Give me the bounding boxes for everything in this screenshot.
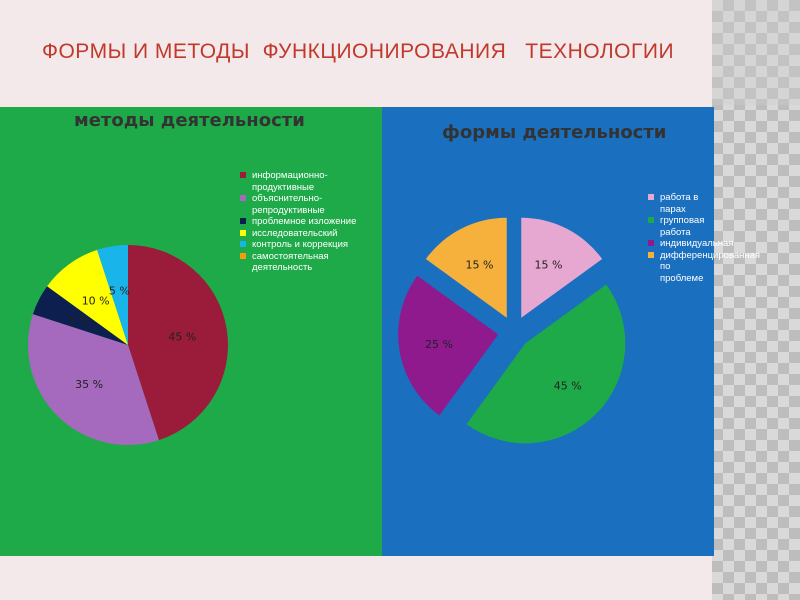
legend-item: групповая работа (648, 215, 712, 238)
legend-swatch (648, 251, 654, 258)
pie-slice (398, 275, 499, 416)
legend-item: объяснительно-репродуктивные (240, 193, 358, 216)
pie-data-label: 45 % (554, 380, 582, 393)
pie-slice (32, 286, 128, 345)
pie-data-label: 45 % (168, 330, 196, 343)
legend-item: индивидуальная (648, 238, 733, 250)
legend-item: исследовательский (240, 228, 358, 240)
legend-swatch (240, 229, 246, 236)
legend-label: исследовательский (252, 227, 338, 239)
legend-swatch (648, 217, 654, 223)
pie-data-label: 25 % (425, 338, 453, 351)
pie-data-label: 5 % (109, 285, 130, 298)
pie-slice (47, 249, 129, 345)
pie-slice (97, 245, 128, 345)
pie-data-label: 15 % (466, 258, 494, 271)
legend-label: групповая работа (660, 215, 705, 238)
decorative-pattern (712, 0, 800, 600)
methods-chart-title: методы деятельности (74, 110, 305, 131)
pie-slice (466, 284, 626, 444)
legend-item: проблемное изложение (240, 216, 358, 228)
legend-swatch (240, 195, 246, 201)
forms-chart-panel: формы деятельности 15 % 45 % 25 % 15 % рабо… (382, 107, 760, 556)
legend-swatch (240, 241, 246, 247)
legend-item: работа в парах (648, 192, 712, 215)
forms-legend: работа в парах групповая работа индивиду… (648, 192, 760, 285)
legend-swatch (240, 252, 246, 259)
legend-item: информационно-продуктивные (240, 170, 358, 193)
pie-slice (128, 245, 228, 441)
methods-chart-panel: методы деятельности 45 % 35 % 5 % 10 % 5 % и… (0, 107, 382, 556)
methods-pie-chart: 45 %35 %5 %10 %5 % (27, 245, 228, 446)
pie-data-label: 35 % (75, 378, 103, 391)
legend-label: проблемное изложение (252, 216, 357, 227)
methods-legend: информационно-продуктивные объяснительно… (240, 170, 358, 274)
legend-item: контроль и коррекция (240, 239, 358, 251)
legend-label: работа в парах (660, 192, 699, 215)
legend-label: информационно-продуктивные (252, 170, 328, 193)
legend-swatch (240, 172, 246, 178)
pie-slice (425, 217, 507, 318)
legend-label: дифференцированная по проблеме (660, 249, 761, 284)
forms-pie-chart: 15 % 45 % 25 % 15 % (398, 217, 626, 444)
pie-slice (521, 217, 603, 318)
legend-swatch (648, 240, 654, 246)
forms-chart-title: формы деятельности (442, 122, 667, 143)
legend-swatch (240, 218, 246, 224)
slide-title: ФОРМЫ И МЕТОДЫ ФУНКЦИОНИРОВАНИЯ ТЕХНОЛОГ… (42, 40, 675, 63)
legend-item: самостоятельная деятельность (240, 251, 358, 274)
legend-swatch (648, 194, 654, 200)
pie-data-label: 5 % (69, 314, 90, 327)
pie-slice (27, 314, 159, 446)
decorative-pattern-shade (712, 0, 800, 105)
pie-data-label: 10 % (82, 295, 110, 308)
legend-label: самостоятельная деятельность (252, 250, 329, 274)
legend-label: контроль и коррекция (252, 239, 349, 250)
legend-label: индивидуальная (660, 238, 734, 249)
pie-data-label: 15 % (535, 258, 563, 271)
legend-item: дифференцированная по проблеме (648, 250, 760, 285)
legend-label: объяснительно-репродуктивные (252, 193, 325, 216)
